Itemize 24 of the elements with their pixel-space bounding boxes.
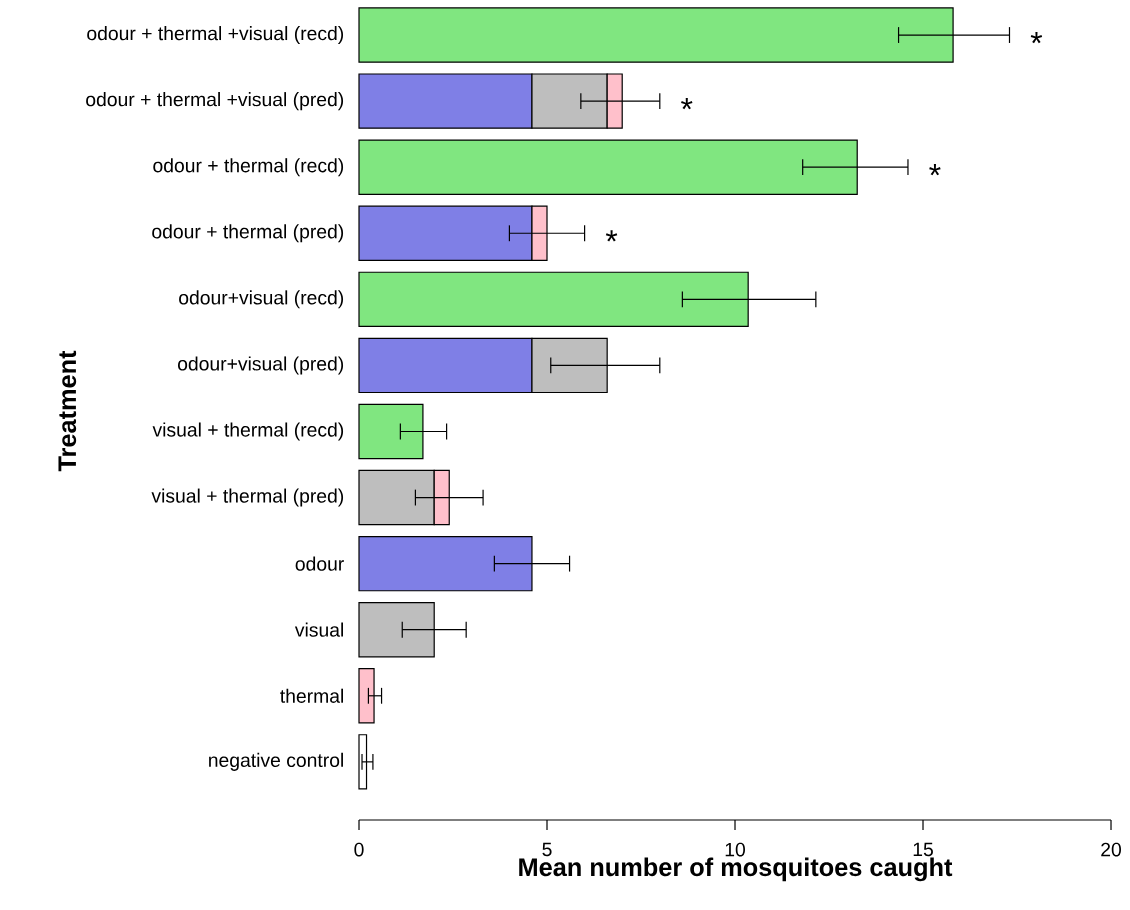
x-tick-label: 20 bbox=[1101, 842, 1121, 857]
y-tick-label: thermal bbox=[280, 688, 343, 703]
y-tick-label: odour+visual (recd) bbox=[179, 290, 344, 309]
y-tick-label: odour bbox=[295, 556, 344, 571]
y-tick-label: visual + thermal (recd) bbox=[152, 422, 344, 441]
annotation: * bbox=[929, 164, 941, 176]
x-tick-label: 15 bbox=[913, 842, 933, 857]
y-tick-label: odour + thermal (recd) bbox=[153, 158, 344, 177]
annotation: * bbox=[605, 230, 618, 242]
bar bbox=[358, 734, 368, 790]
x-tick-label: 0 bbox=[354, 842, 364, 857]
annotation: * bbox=[681, 98, 693, 110]
annotation: * bbox=[1030, 31, 1043, 44]
x-axis-title: Mean number of mosquitoes caught bbox=[519, 857, 953, 882]
x-tick-label: 5 bbox=[542, 842, 552, 857]
y-axis-title: Treatment bbox=[58, 350, 77, 472]
y-tick-label: negative control bbox=[209, 752, 343, 771]
y-tick-label: odour+visual (pred) bbox=[178, 356, 344, 375]
y-tick-label: visual + thermal (pred) bbox=[151, 488, 344, 507]
y-tick-label: odour + thermal +visual (pred) bbox=[86, 92, 344, 111]
x-tick-label: 10 bbox=[725, 842, 745, 857]
y-tick-label: visual bbox=[294, 622, 343, 637]
y-tick-label: odour + thermal +visual (recd) bbox=[87, 26, 344, 45]
y-tick-label: odour + thermal (pred) bbox=[152, 224, 344, 243]
